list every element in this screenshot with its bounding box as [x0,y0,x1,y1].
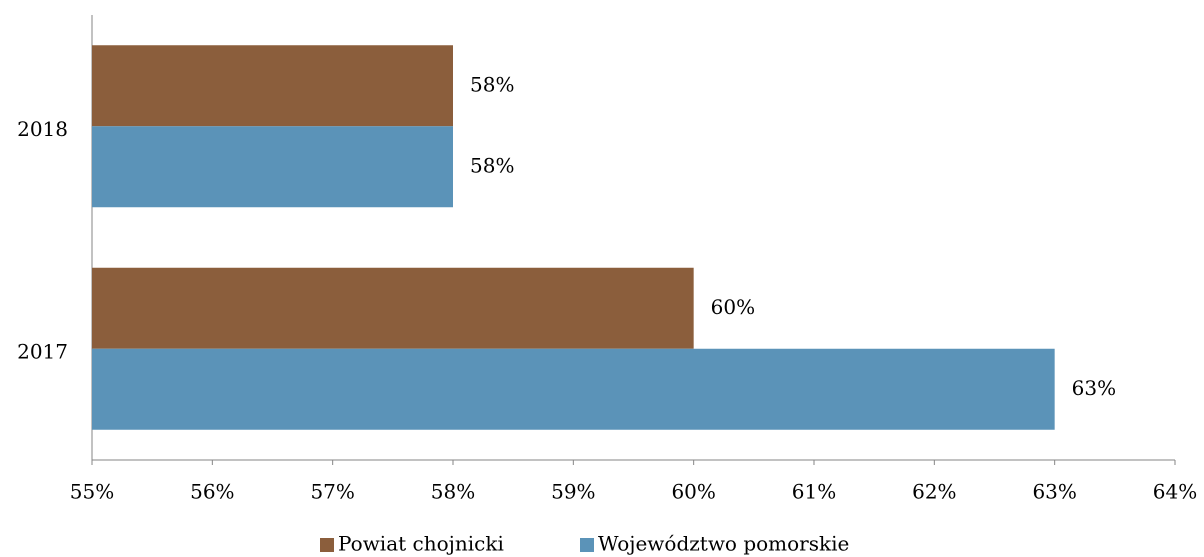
x-tick-label: 57% [310,480,354,504]
x-tick-label: 60% [671,480,715,504]
x-tick-label: 63% [1032,480,1076,504]
x-tick-label: 64% [1153,480,1197,504]
x-tick-label: 59% [551,480,595,504]
y-tick-label: 2018 [17,117,68,141]
value-label: 58% [470,72,514,96]
x-tick-label: 61% [792,480,836,504]
x-tick-label: 55% [70,480,114,504]
legend-label: Powiat chojnicki [338,532,504,556]
x-tick-label: 56% [190,480,234,504]
legend-swatch [320,538,334,552]
y-tick-label: 2017 [17,339,68,363]
bar [92,267,694,349]
bar [92,348,1055,430]
value-label: 63% [1072,376,1116,400]
value-label: 58% [470,153,514,177]
x-tick-label: 62% [912,480,956,504]
legend-swatch [580,538,594,552]
x-tick-label: 58% [431,480,475,504]
bar [92,126,453,208]
legend-label: Województwo pomorskie [598,532,849,556]
bar [92,45,453,127]
value-label: 60% [711,295,755,319]
